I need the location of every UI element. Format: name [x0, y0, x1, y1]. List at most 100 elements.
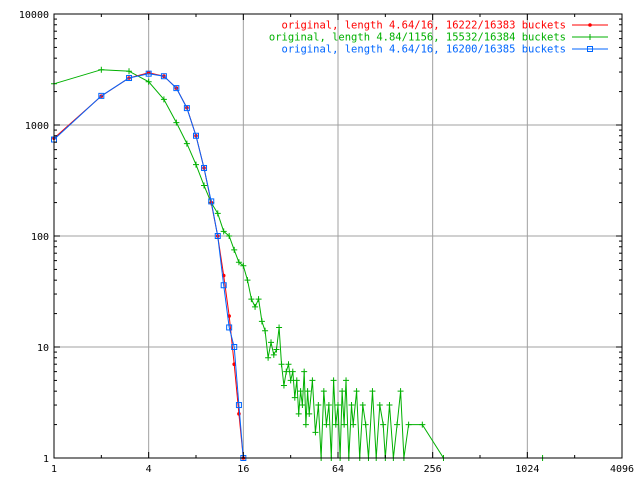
data-point-plus — [240, 262, 247, 269]
data-point-plus — [315, 402, 322, 409]
data-point-plus — [306, 410, 313, 417]
data-point-plus — [343, 377, 350, 384]
data-point-plus — [320, 388, 327, 395]
axis-ticks: 1 4 16 64 256 1024 4096 1 10 100 1000 10000 — [19, 10, 634, 475]
grid-lines — [54, 14, 622, 458]
data-point-plus — [419, 421, 426, 428]
data-point-plus — [276, 324, 283, 331]
data-point-plus — [350, 421, 357, 428]
data-point-plus — [380, 421, 387, 428]
data-point-plus — [405, 421, 412, 428]
data-point-plus — [587, 34, 593, 40]
data-point-plus — [220, 228, 227, 235]
data-point-plus — [376, 402, 383, 409]
data-point-plus — [98, 66, 105, 73]
data-point-dot — [588, 23, 592, 27]
series-3 — [51, 70, 247, 461]
data-point-plus — [369, 388, 376, 395]
data-point-plus — [278, 361, 285, 368]
legend-label: original, length 4.64/16, 16222/16383 bu… — [282, 20, 566, 32]
data-point-plus — [268, 339, 275, 346]
data-point-plus — [353, 388, 360, 395]
data-point-plus — [255, 296, 262, 303]
data-point-plus — [173, 119, 180, 126]
legend-label: original, length 4.84/1156, 15532/16384 … — [269, 32, 566, 44]
data-point-square — [98, 92, 105, 99]
data-point-plus — [330, 377, 337, 384]
data-point-plus — [160, 96, 167, 103]
data-point-plus — [309, 377, 316, 384]
data-point-square — [220, 282, 227, 289]
data-point-plus — [335, 402, 341, 409]
legend-label: original, length 4.64/16, 16200/16385 bu… — [282, 44, 566, 56]
data-point-plus — [235, 259, 242, 266]
data-point-square — [587, 46, 593, 52]
data-point-plus — [270, 351, 277, 358]
x-tick-label: 64 — [332, 464, 344, 475]
data-point-square — [208, 198, 215, 205]
data-point-plus — [394, 421, 401, 428]
data-point-plus — [201, 182, 208, 189]
data-point-plus — [145, 78, 152, 85]
data-point-plus — [304, 388, 311, 395]
data-point-plus — [325, 402, 332, 409]
data-point-plus — [299, 402, 306, 409]
y-tick-label: 1000 — [25, 121, 49, 132]
data-point-plus — [291, 394, 298, 401]
data-point-plus — [265, 354, 272, 361]
data-point-plus — [252, 303, 259, 310]
x-tick-label: 1 — [51, 464, 57, 475]
x-tick-label: 16 — [237, 464, 249, 475]
data-point-plus — [302, 421, 309, 428]
data-point-plus — [359, 402, 366, 409]
data-point-plus — [193, 161, 199, 168]
y-tick-label: 100 — [31, 232, 49, 243]
data-point-plus — [183, 140, 190, 147]
data-point-square — [145, 70, 152, 77]
data-point-plus — [341, 421, 348, 428]
data-point-plus — [262, 327, 269, 334]
data-point-plus — [283, 368, 290, 375]
data-point-square — [126, 75, 133, 82]
y-tick-label: 1 — [43, 454, 49, 465]
data-point-square — [193, 132, 199, 139]
x-tick-label: 256 — [424, 464, 442, 475]
legend: original, length 4.64/16, 16222/16383 bu… — [269, 20, 608, 56]
x-tick-label: 4 — [146, 464, 152, 475]
data-point-plus — [248, 296, 255, 303]
data-point-square — [160, 73, 167, 80]
data-point-plus — [397, 388, 404, 395]
data-point-plus — [287, 377, 294, 384]
data-point-plus — [289, 368, 296, 375]
data-point-square — [235, 402, 242, 409]
data-point-square — [214, 233, 221, 239]
data-point-plus — [126, 68, 133, 75]
y-tick-label: 10 — [37, 343, 49, 354]
data-point-plus — [293, 377, 300, 384]
data-point-square — [183, 105, 190, 112]
data-point-plus — [348, 402, 355, 409]
data-point-plus — [285, 361, 292, 368]
data-point-plus — [244, 277, 251, 284]
data-point-plus — [258, 318, 265, 325]
data-point-plus — [280, 382, 287, 389]
data-point-square — [201, 164, 208, 171]
data-point-plus — [226, 233, 233, 239]
x-tick-label: 1024 — [515, 464, 539, 475]
data-point-plus — [295, 410, 302, 417]
data-point-plus — [339, 388, 346, 395]
data-point-square — [226, 324, 233, 331]
data-point-plus — [231, 246, 238, 253]
series-line — [53, 73, 244, 459]
data-point-square — [231, 344, 238, 350]
data-point-plus — [297, 388, 304, 395]
data-point-plus — [214, 210, 221, 217]
data-point-plus — [386, 402, 393, 409]
y-tick-label: 10000 — [19, 10, 49, 21]
data-point-plus — [323, 421, 330, 428]
data-point-plus — [362, 421, 369, 428]
data-point-plus — [301, 368, 308, 375]
data-point-square — [173, 85, 180, 92]
